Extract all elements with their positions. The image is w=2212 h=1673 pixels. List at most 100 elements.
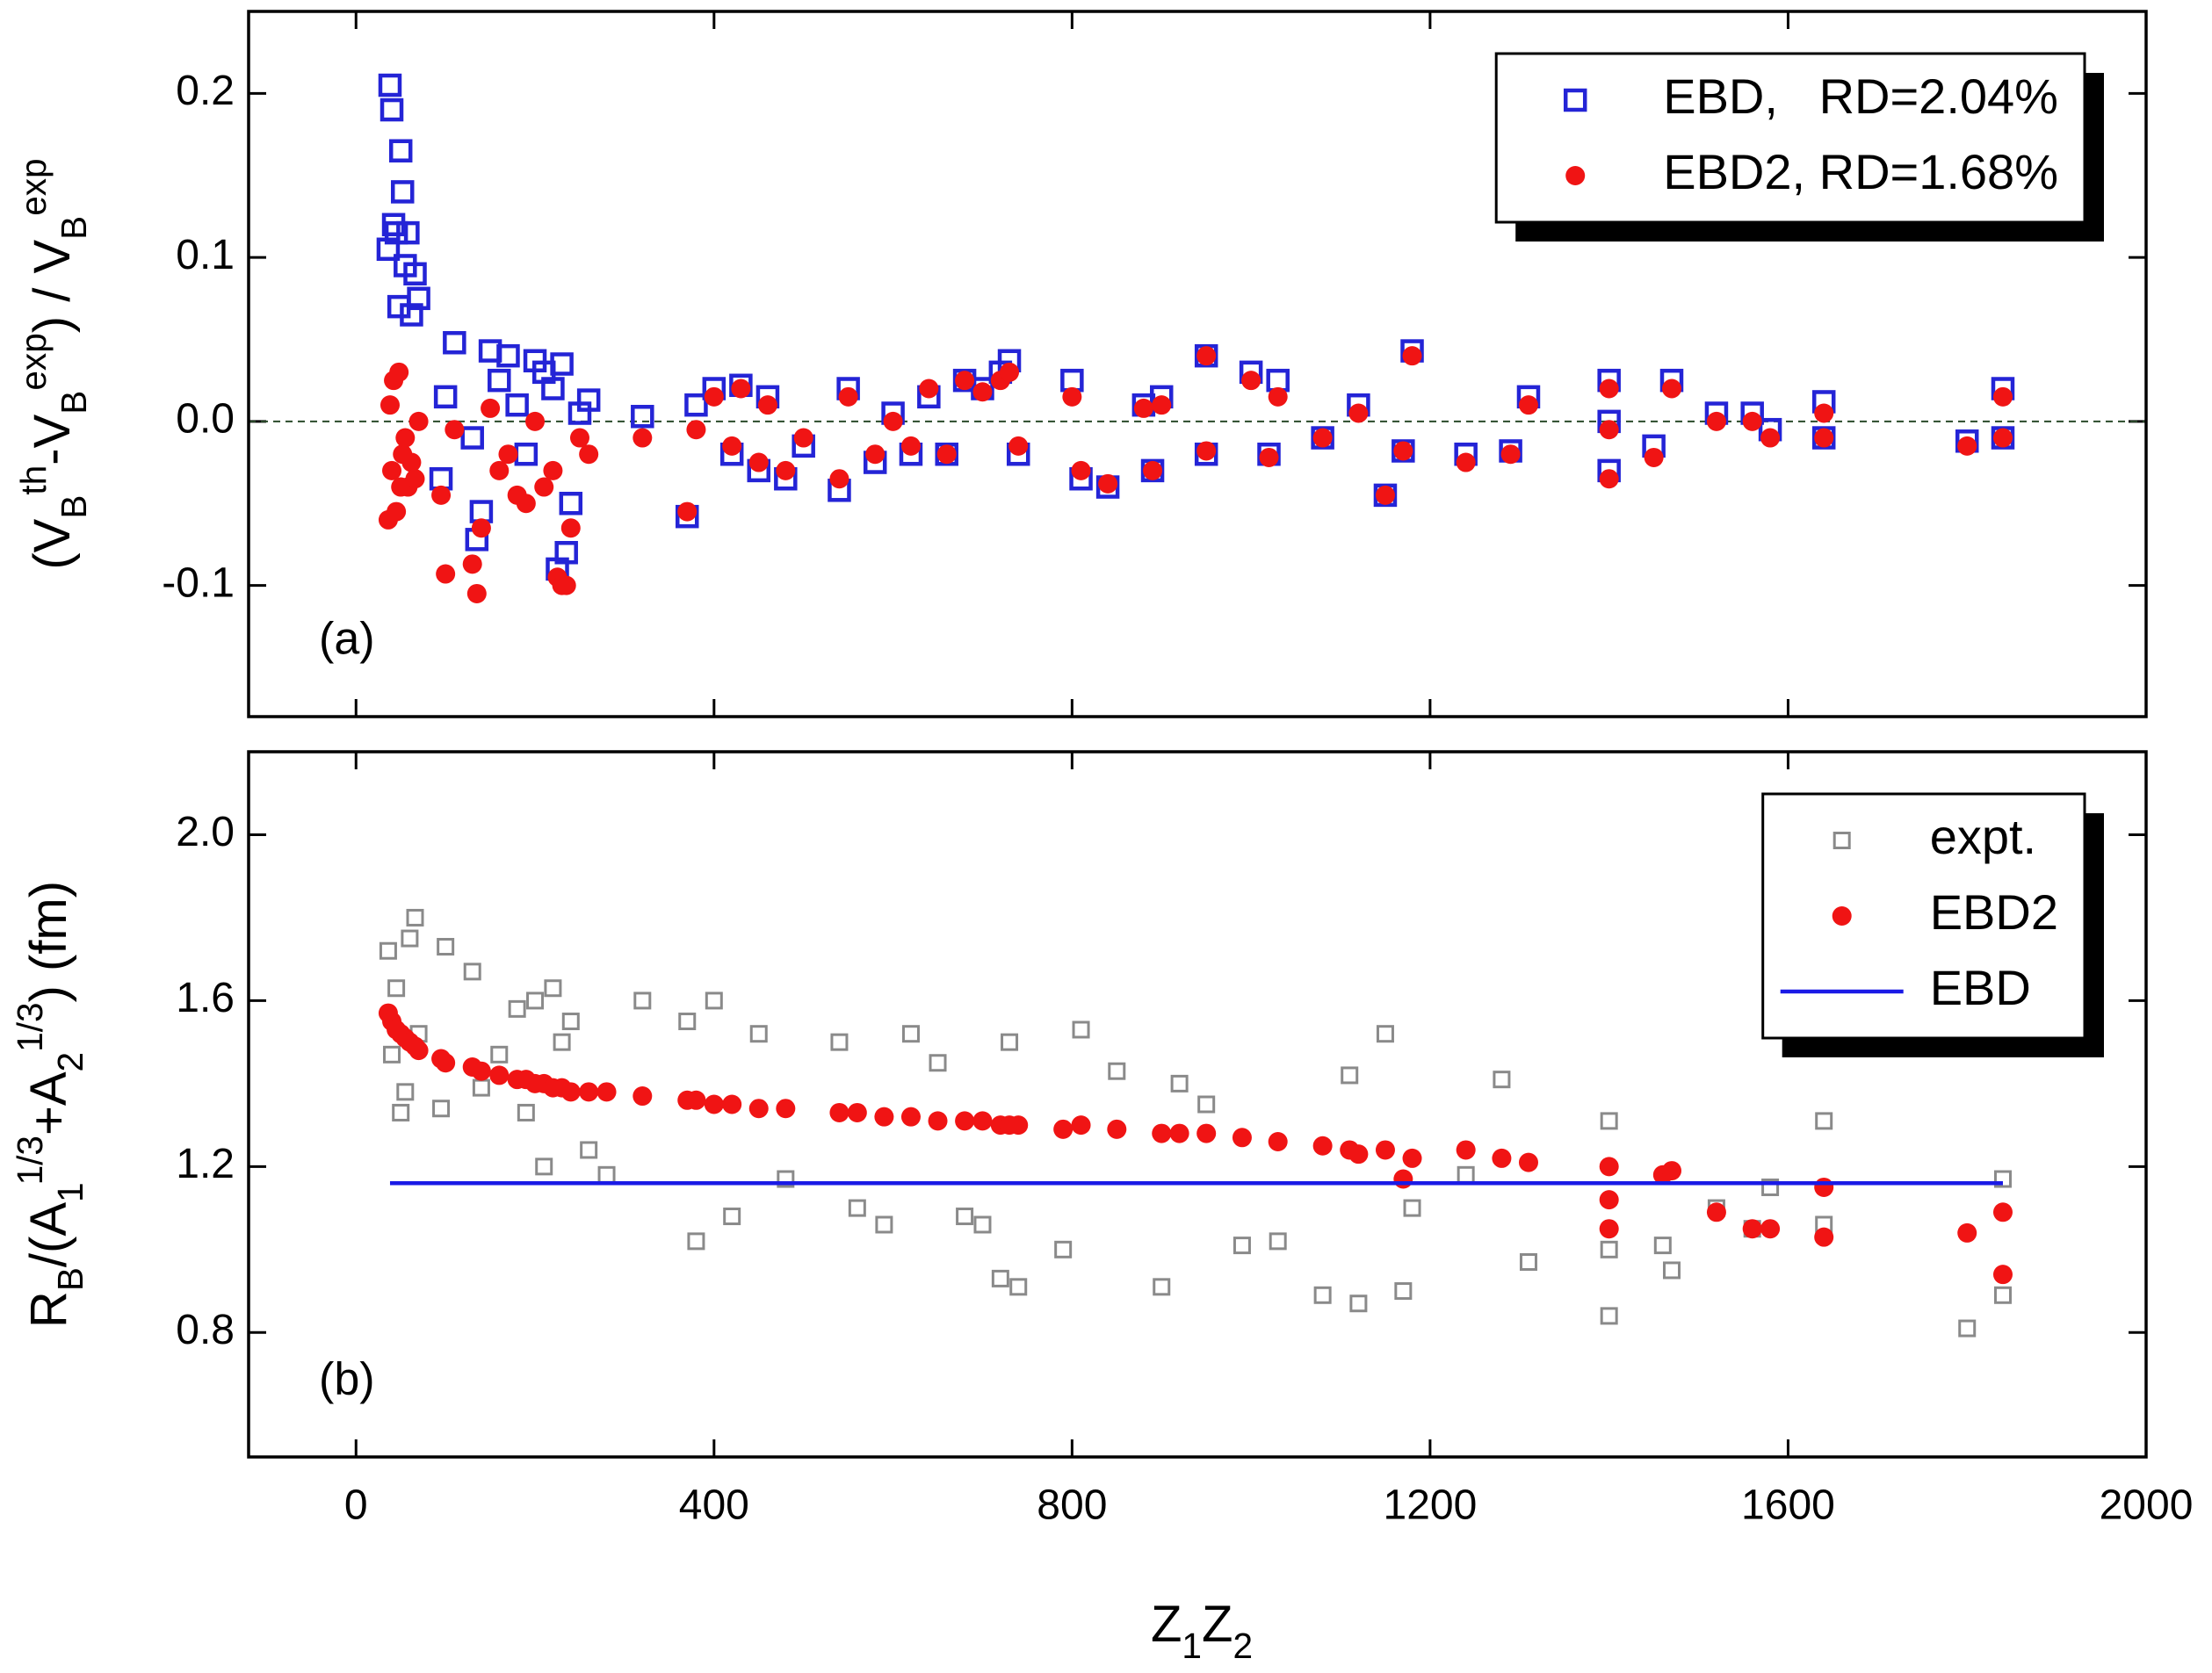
- data-point: [955, 1111, 975, 1131]
- plot-frame: [247, 750, 2148, 1459]
- y-tick-label: 0.2: [176, 68, 235, 114]
- data-point: [380, 97, 404, 122]
- data-point: [684, 393, 708, 417]
- data-point: [731, 379, 751, 399]
- data-point: [776, 460, 796, 480]
- y-axis-label-part: B: [54, 391, 94, 415]
- data-point: [1196, 346, 1217, 366]
- x-axis-label-part: 1: [1182, 1626, 1202, 1666]
- data-point: [462, 554, 482, 574]
- data-point: [436, 564, 456, 584]
- y-axis-label-part: B: [50, 1267, 90, 1291]
- data-point: [1706, 411, 1726, 431]
- data-point: [776, 1099, 796, 1119]
- data-point: [1393, 1169, 1413, 1189]
- x-tick-label: 400: [679, 1482, 749, 1529]
- data-point: [488, 368, 511, 393]
- data-point: [1599, 469, 1619, 489]
- legend-box: [1761, 792, 2086, 1040]
- x-axis-label: Z1Z2: [1151, 1596, 1253, 1665]
- data-point: [396, 220, 420, 245]
- data-point: [379, 941, 397, 960]
- y-tick-label: 0.1: [176, 232, 235, 278]
- data-point: [443, 330, 466, 355]
- panel-label: (a): [319, 614, 375, 665]
- data-point: [1662, 1161, 1681, 1181]
- data-point: [1143, 460, 1163, 480]
- data-point: [389, 362, 409, 382]
- legend-marker: [1832, 832, 1851, 849]
- data-point: [408, 411, 429, 431]
- data-point: [535, 1157, 553, 1176]
- data-point: [534, 477, 554, 497]
- data-point: [460, 426, 484, 450]
- data-point: [1152, 1123, 1172, 1143]
- data-point: [1760, 1219, 1781, 1239]
- data-point: [387, 501, 407, 522]
- data-point: [526, 992, 545, 1010]
- legend-label: EBD2, RD=1.68%: [1663, 144, 2058, 199]
- plot-area: [376, 73, 2015, 603]
- data-point: [408, 1041, 429, 1061]
- data-point: [678, 1013, 697, 1031]
- legend-marker: [1832, 906, 1852, 926]
- data-point: [1000, 362, 1020, 382]
- data-point: [554, 541, 578, 565]
- data-point: [919, 379, 939, 399]
- data-point: [556, 575, 576, 595]
- panel-label: (b): [319, 1354, 375, 1405]
- data-point: [1053, 1119, 1073, 1139]
- y-axis-label-part: exp: [13, 333, 54, 390]
- data-point: [1814, 1227, 1834, 1247]
- data-point: [489, 460, 510, 480]
- data-point: [757, 395, 777, 415]
- data-point: [1108, 1062, 1126, 1080]
- data-point: [972, 1111, 993, 1131]
- plot-area: [378, 908, 2013, 1338]
- data-point: [704, 1094, 724, 1114]
- y-axis-label-part: /(A: [20, 1202, 77, 1267]
- data-point: [498, 444, 518, 465]
- data-point: [1259, 447, 1279, 467]
- data-point: [1170, 1074, 1189, 1092]
- data-point: [559, 491, 583, 516]
- data-point: [401, 452, 422, 472]
- data-point: [596, 1082, 617, 1102]
- x-tick-label: 2000: [2100, 1482, 2194, 1529]
- data-point: [431, 485, 452, 505]
- data-point: [517, 1103, 535, 1121]
- data-point: [560, 518, 581, 538]
- legend-label: EBD2: [1930, 884, 2058, 940]
- data-point: [1403, 1199, 1421, 1217]
- y-axis-label-part: B: [54, 495, 94, 519]
- data-point: [560, 1082, 581, 1102]
- data-point: [875, 1215, 893, 1234]
- data-point: [1957, 436, 1977, 456]
- data-point: [1662, 379, 1681, 399]
- y-axis-label-part: 2: [50, 1052, 90, 1072]
- data-point: [723, 1208, 741, 1226]
- data-point: [1054, 1240, 1073, 1258]
- data-point: [406, 908, 424, 927]
- data-point: [838, 386, 858, 407]
- data-point: [631, 405, 654, 429]
- y-axis-label-part: R: [20, 1291, 77, 1328]
- data-point: [972, 382, 993, 402]
- data-point: [1062, 386, 1082, 407]
- data-point: [1992, 386, 2013, 407]
- x-tick-label: 0: [344, 1482, 368, 1529]
- data-point: [1599, 1190, 1619, 1210]
- data-point: [437, 938, 455, 956]
- data-point: [1957, 1222, 1977, 1243]
- data-point: [445, 420, 465, 440]
- legend: expt. EBD2 EBD: [1761, 792, 2104, 1057]
- data-point: [1600, 1112, 1618, 1130]
- y-tick-label: 0.0: [176, 396, 235, 443]
- data-point: [847, 1102, 867, 1122]
- y-axis-label-part: B: [54, 216, 94, 240]
- data-point: [1644, 447, 1664, 467]
- data-point: [1992, 1202, 2013, 1222]
- data-point: [1402, 1148, 1422, 1168]
- x-axis-label-part: Z: [1151, 1596, 1182, 1653]
- data-point: [1152, 395, 1172, 415]
